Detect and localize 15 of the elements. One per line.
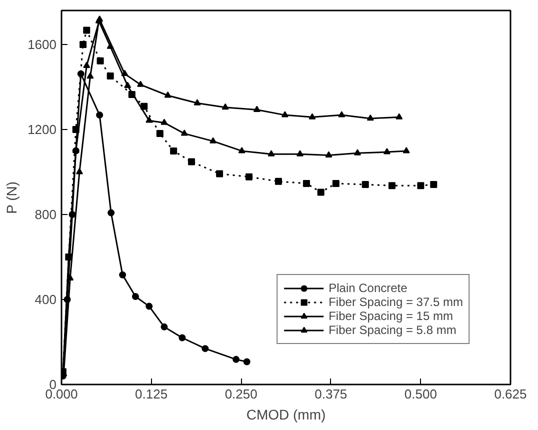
y-tick-label: 1600: [28, 37, 56, 52]
x-tick-label: 0.250: [224, 386, 258, 402]
y-tick-label: 800: [34, 207, 57, 222]
x-tick-label: 0.500: [404, 386, 437, 402]
y-tick-label: 1200: [28, 122, 56, 137]
x-tick-label: 0.375: [314, 386, 348, 402]
x-tick-label: 0.125: [135, 386, 168, 402]
y-axis-title: P (N): [4, 181, 20, 214]
x-tick-label: 0.625: [494, 386, 527, 402]
legend-label: Fiber Spacing = 5.8 mm: [328, 323, 456, 337]
y-tick-label: 400: [34, 292, 57, 307]
legend-label: Fiber Spacing = 15 mm: [328, 309, 453, 323]
legend-label: Plain Concrete: [328, 281, 408, 295]
legend-label: Fiber Spacing = 37.5 mm: [328, 295, 463, 309]
x-axis-title: CMOD (mm): [246, 406, 326, 422]
